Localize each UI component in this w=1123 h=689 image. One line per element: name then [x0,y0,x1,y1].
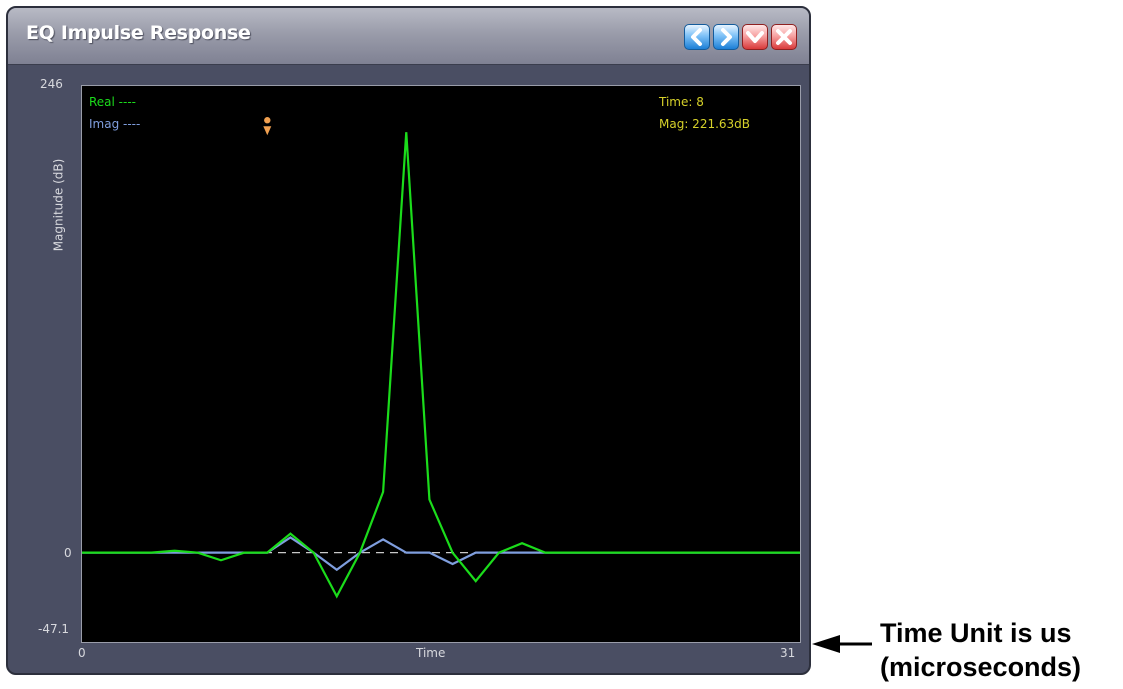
chevron-down-icon [746,31,764,43]
x-axis-title: Time [416,646,446,660]
chevron-right-icon [721,28,732,46]
callout-arrow-head [812,635,840,653]
y-axis-title: Magnitude (dB) [51,158,66,252]
time-unit-callout: Time Unit is us (microseconds) [880,616,1081,684]
chevron-left-icon [691,28,702,46]
callout-line-2: (microseconds) [880,652,1082,682]
y-tick-label-min: -47.1 [38,622,70,636]
y-tick-label-max: 246 [40,77,63,91]
window-titlebar[interactable]: EQ Impulse Response [8,8,809,65]
window-title: EQ Impulse Response [26,22,251,44]
callout-line-1: Time Unit is us [880,618,1072,648]
x-tick-label-min: 0 [78,646,86,660]
cursor-marker-dot [264,117,271,124]
readout-time: Time: 8 [659,95,704,109]
next-button[interactable] [713,24,739,50]
readout-mag: Mag: 221.63dB [659,117,751,131]
series-line-real [82,132,800,599]
y-tick-label-zero: 0 [64,546,72,560]
collapse-button[interactable] [742,24,768,50]
x-tick-label-max: 31 [780,646,796,660]
legend-real: Real ---- [89,95,137,109]
eq-impulse-response-window: EQ Impulse Response [6,6,811,675]
prev-button[interactable] [684,24,710,50]
legend-imag: Imag ---- [89,117,141,131]
cursor-marker-pointer [263,126,272,136]
plot-svg [81,117,801,599]
close-button[interactable] [771,24,797,50]
close-icon [776,29,792,45]
chart-area: 246 0 -47.1 Magnitude (dB) Real ---- Ima… [14,68,803,666]
plot-panel[interactable]: Real ---- Imag ---- Time: 8 Mag: 221.63d… [81,85,801,643]
